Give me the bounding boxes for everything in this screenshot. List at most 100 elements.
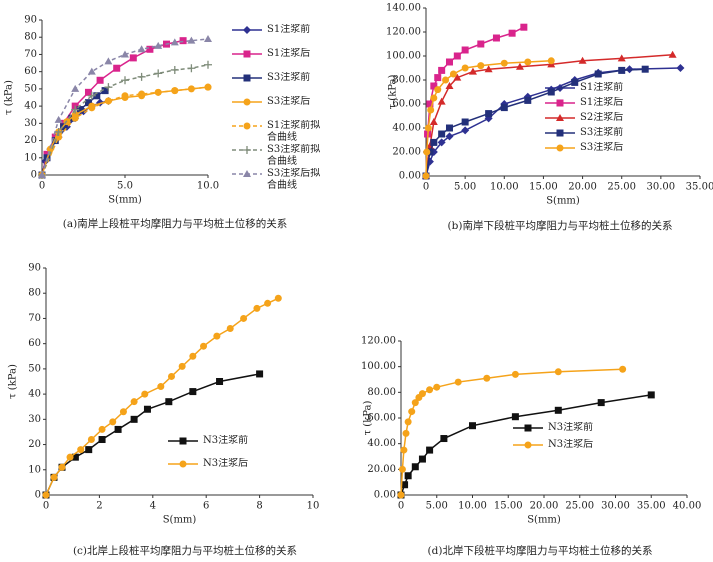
marker	[88, 104, 96, 112]
marker	[85, 446, 93, 454]
x-tick-label: 0	[39, 181, 45, 192]
marker	[524, 441, 532, 449]
marker	[484, 65, 493, 73]
x-tick-label: 25.00	[565, 501, 594, 512]
marker	[243, 26, 251, 34]
legend-entry: S3注浆前	[580, 127, 624, 138]
x-axis-label: S(mm)	[108, 195, 142, 206]
y-axis-label: τ (kPa)	[363, 401, 374, 436]
legend-label: S3注浆前	[580, 127, 624, 138]
marker	[430, 94, 438, 102]
y-tick-label: 30	[28, 414, 41, 425]
legend-entry: S1注浆前拟合曲线	[267, 120, 320, 143]
x-tick-label: 6	[203, 501, 209, 512]
marker	[571, 78, 579, 86]
marker	[264, 299, 272, 307]
marker	[398, 465, 406, 473]
marker	[154, 41, 163, 49]
y-tick-label: 80.00	[392, 75, 421, 86]
marker	[477, 62, 485, 70]
x-tick-label: 8	[256, 501, 262, 512]
y-axis-label: τ (kPa)	[4, 80, 15, 115]
marker	[130, 415, 138, 423]
x-axis-label: S(mm)	[546, 196, 580, 207]
y-tick-label: 0	[31, 170, 37, 181]
marker	[453, 73, 462, 81]
y-tick-label: 120.00	[386, 27, 421, 38]
marker	[554, 406, 562, 414]
marker	[461, 118, 469, 126]
marker	[442, 76, 450, 84]
y-tick-label: 80	[24, 32, 37, 43]
marker	[121, 92, 129, 100]
marker	[200, 342, 208, 350]
marker	[213, 332, 221, 340]
y-tick-label: 60	[28, 338, 41, 349]
marker	[434, 86, 442, 94]
marker	[426, 386, 434, 394]
marker	[524, 424, 532, 432]
legend-entry: N3注浆前	[548, 422, 594, 433]
y-tick-label: 0	[35, 490, 41, 501]
marker	[38, 171, 46, 178]
legend-entry: S3注浆后	[580, 142, 623, 153]
marker	[87, 67, 96, 75]
y-tick-label: 20	[24, 135, 37, 146]
x-tick-label: 5.0	[117, 181, 133, 192]
y-tick-label: 20	[28, 439, 41, 450]
marker	[418, 390, 426, 398]
marker	[154, 88, 162, 96]
caption: (a)南岸上段桩平均摩阻力与平均桩土位移的关系	[63, 217, 287, 230]
marker	[189, 388, 197, 396]
marker	[483, 374, 491, 382]
y-tick-label: 70	[24, 49, 37, 60]
marker	[438, 66, 446, 74]
y-tick-label: 10	[28, 464, 41, 475]
x-tick-label: 10.0	[197, 181, 219, 192]
marker	[524, 96, 532, 104]
marker	[508, 29, 516, 37]
marker	[625, 65, 634, 74]
series-line	[45, 297, 279, 496]
x-tick-label: 30.00	[647, 182, 676, 193]
marker	[93, 92, 101, 100]
marker	[402, 429, 410, 437]
y-tick-label: 60.00	[392, 99, 421, 110]
x-tick-label: 0	[398, 501, 404, 512]
y-tick-label: 30	[24, 118, 37, 129]
legend-label: N3注浆前	[548, 422, 594, 433]
marker	[157, 383, 165, 391]
x-tick-label: 10	[307, 501, 320, 512]
y-tick-label: 50	[28, 363, 41, 374]
marker	[129, 54, 137, 62]
marker	[619, 365, 627, 373]
legend-label: S1注浆后	[267, 48, 311, 59]
legend-label: N3注浆前	[203, 435, 249, 446]
marker	[109, 418, 117, 426]
marker	[556, 114, 564, 121]
marker	[411, 399, 419, 407]
marker	[411, 463, 419, 471]
x-tick-label: 15.00	[529, 182, 558, 193]
marker	[137, 72, 146, 81]
marker	[397, 491, 405, 499]
legend-label: S1注浆前	[267, 24, 311, 35]
legend-entry: S3注浆后拟合曲线	[267, 168, 320, 191]
marker	[243, 170, 251, 177]
marker	[429, 118, 438, 125]
marker	[243, 146, 251, 154]
marker	[96, 76, 104, 84]
x-tick-label: 2	[96, 501, 102, 512]
marker	[84, 88, 92, 96]
marker	[170, 65, 179, 74]
y-tick-label: 0.00	[374, 490, 396, 501]
series-line	[41, 38, 209, 176]
marker	[556, 99, 564, 107]
y-tick-label: 90	[28, 263, 41, 274]
marker	[165, 398, 173, 406]
legend-entry: S3注浆后	[267, 96, 310, 107]
y-tick-label: 20.00	[392, 147, 421, 158]
marker	[71, 105, 80, 114]
marker	[171, 87, 179, 95]
